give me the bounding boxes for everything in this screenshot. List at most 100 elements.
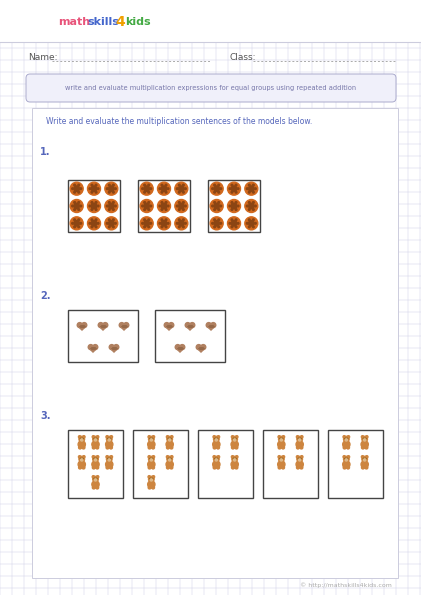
Circle shape (78, 461, 85, 468)
Circle shape (88, 182, 101, 195)
Circle shape (282, 446, 285, 449)
Bar (68, 430, 123, 498)
Circle shape (300, 458, 301, 459)
Circle shape (365, 436, 368, 438)
Circle shape (345, 459, 347, 461)
Circle shape (183, 209, 184, 211)
Circle shape (94, 459, 97, 461)
Circle shape (110, 456, 112, 458)
Circle shape (93, 477, 98, 482)
Circle shape (278, 436, 280, 438)
Circle shape (74, 186, 80, 192)
Circle shape (298, 458, 299, 459)
Circle shape (167, 223, 169, 224)
Circle shape (231, 461, 238, 468)
Circle shape (93, 456, 98, 462)
Circle shape (88, 199, 101, 212)
Circle shape (179, 226, 180, 228)
Circle shape (74, 209, 75, 211)
Circle shape (93, 436, 98, 442)
Circle shape (253, 192, 254, 193)
Circle shape (165, 209, 167, 211)
Circle shape (109, 192, 110, 193)
Circle shape (115, 205, 116, 207)
Circle shape (148, 461, 155, 468)
Circle shape (83, 456, 85, 458)
Circle shape (74, 184, 75, 186)
Circle shape (180, 345, 185, 350)
Circle shape (165, 219, 167, 221)
Circle shape (150, 205, 152, 207)
Circle shape (159, 223, 161, 224)
Circle shape (214, 209, 216, 211)
Circle shape (148, 446, 151, 449)
Circle shape (112, 184, 114, 186)
Circle shape (280, 458, 281, 459)
Circle shape (109, 203, 114, 209)
Circle shape (214, 219, 216, 221)
Circle shape (176, 223, 178, 224)
Circle shape (229, 188, 231, 190)
Circle shape (278, 461, 285, 468)
Circle shape (152, 446, 155, 449)
Circle shape (176, 188, 178, 190)
Circle shape (220, 223, 221, 224)
Circle shape (235, 219, 237, 221)
Circle shape (362, 466, 364, 469)
Circle shape (140, 182, 153, 195)
Circle shape (255, 188, 256, 190)
Bar (328, 430, 383, 498)
Circle shape (148, 466, 151, 469)
Circle shape (300, 446, 303, 449)
Circle shape (89, 188, 91, 190)
Circle shape (232, 456, 234, 458)
Circle shape (109, 221, 114, 226)
Circle shape (246, 205, 248, 207)
Circle shape (167, 456, 173, 462)
Polygon shape (77, 325, 87, 330)
Circle shape (148, 481, 155, 488)
Circle shape (95, 219, 97, 221)
Circle shape (144, 219, 146, 221)
Circle shape (144, 209, 146, 211)
Circle shape (297, 436, 302, 442)
Circle shape (140, 199, 153, 212)
Circle shape (148, 202, 149, 203)
Circle shape (184, 205, 186, 207)
Circle shape (179, 192, 180, 193)
Circle shape (109, 345, 114, 350)
Circle shape (218, 209, 220, 211)
Circle shape (106, 441, 113, 448)
Circle shape (109, 226, 110, 228)
Circle shape (217, 456, 220, 458)
Circle shape (161, 186, 167, 192)
Circle shape (106, 461, 113, 468)
Circle shape (115, 188, 116, 190)
Circle shape (96, 486, 99, 489)
Circle shape (361, 441, 368, 448)
Circle shape (213, 461, 220, 468)
Circle shape (235, 209, 237, 211)
Circle shape (150, 459, 152, 461)
Circle shape (112, 192, 114, 193)
Circle shape (248, 219, 250, 221)
Circle shape (190, 322, 195, 328)
Circle shape (96, 466, 99, 469)
Circle shape (235, 446, 238, 449)
Circle shape (211, 322, 216, 328)
Bar (133, 430, 188, 498)
Circle shape (108, 458, 109, 459)
Circle shape (362, 456, 368, 462)
Circle shape (217, 436, 220, 438)
Circle shape (235, 458, 236, 459)
Circle shape (161, 192, 163, 193)
Circle shape (166, 436, 169, 438)
Circle shape (152, 475, 155, 478)
Circle shape (150, 479, 152, 481)
Circle shape (161, 226, 163, 228)
Polygon shape (185, 325, 195, 330)
Circle shape (248, 184, 250, 186)
Circle shape (235, 192, 237, 193)
Circle shape (231, 192, 233, 193)
Circle shape (170, 458, 171, 459)
